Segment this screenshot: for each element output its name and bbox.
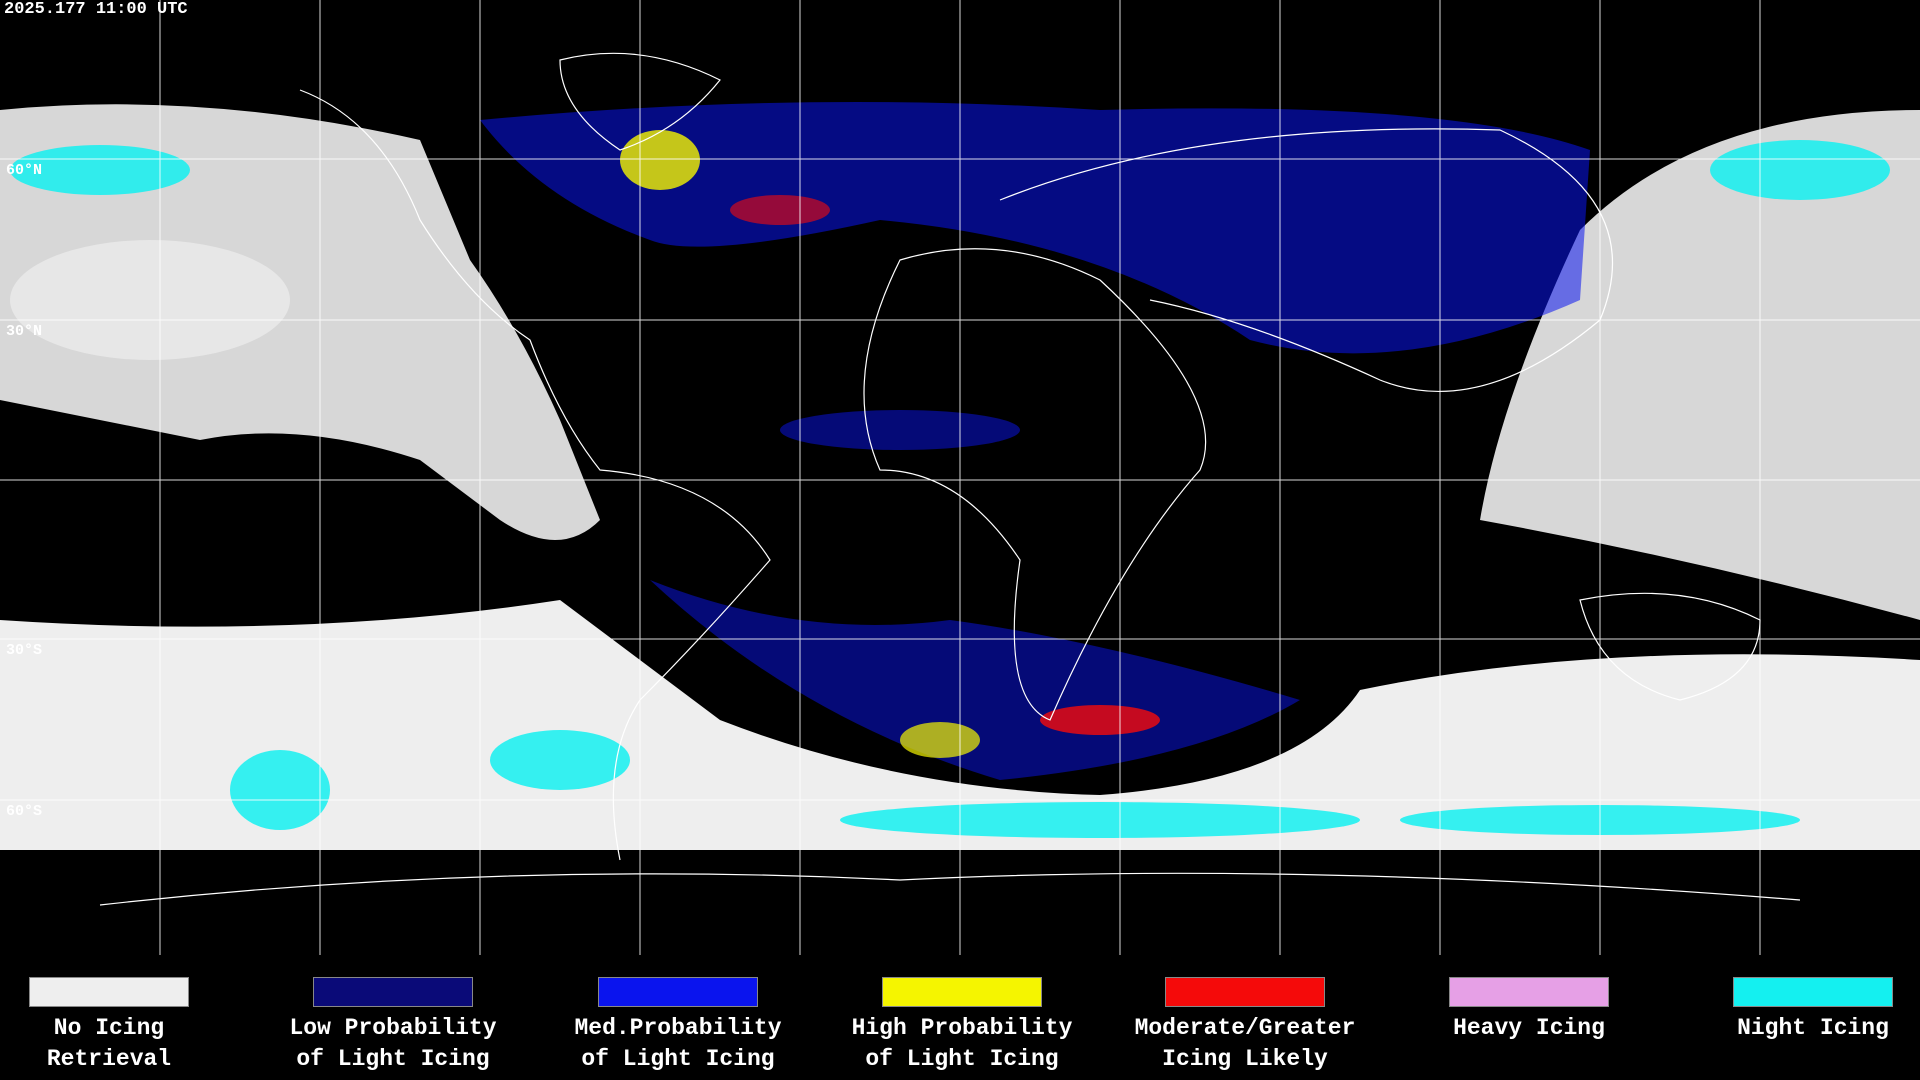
- legend-swatch: [1733, 977, 1893, 1007]
- legend-item: Moderate/Greater Icing Likely: [1135, 977, 1405, 1075]
- night-icing: [10, 140, 1890, 838]
- legend-label-line: Moderate/Greater: [1134, 1015, 1356, 1041]
- legend-label-line: Night Icing: [1737, 1015, 1889, 1041]
- latitude-label: 30°S: [6, 642, 43, 659]
- legend-label: Heavy Icing: [1409, 1013, 1649, 1044]
- legend-item: No Icing Retrieval: [29, 977, 269, 1075]
- legend-label: Low Probability of Light Icing: [273, 1013, 513, 1075]
- legend-item: Med.Probability of Light Icing: [574, 977, 838, 1075]
- legend-label-line: Med.Probability: [574, 1015, 782, 1041]
- legend-item: Low Probability of Light Icing: [289, 977, 553, 1075]
- timestamp: 2025.177 11:00 UTC: [4, 0, 188, 19]
- latitude-label: 60°S: [6, 803, 43, 820]
- legend-label-line: High Probability: [851, 1015, 1073, 1041]
- legend-swatch: [1165, 977, 1325, 1007]
- map: [0, 0, 1920, 955]
- legend-swatch: [313, 977, 473, 1007]
- legend-item: Night Icing: [1733, 977, 1920, 1044]
- latitude-label: 30°N: [6, 323, 43, 340]
- legend-label-line: Low Probability: [289, 1015, 497, 1041]
- legend-label-line: No Icing: [53, 1015, 165, 1041]
- legend-label-line: of Light Icing: [581, 1046, 775, 1072]
- legend-swatch: [882, 977, 1042, 1007]
- legend-label-line: of Light Icing: [296, 1046, 490, 1072]
- legend-swatch: [598, 977, 758, 1007]
- legend-label: High Probability of Light Icing: [842, 1013, 1082, 1075]
- legend-label-line: Icing Likely: [1162, 1046, 1328, 1072]
- legend-item: Heavy Icing: [1449, 977, 1689, 1044]
- latitude-label: 60°N: [6, 162, 43, 179]
- legend-label: Night Icing: [1693, 1013, 1920, 1044]
- graticule: [0, 0, 1920, 955]
- legend-label-line: Heavy Icing: [1453, 1015, 1605, 1041]
- legend-swatch: [1449, 977, 1609, 1007]
- legend-label: No Icing Retrieval: [0, 1013, 229, 1075]
- icing-areas: [480, 102, 1590, 780]
- legend-label-line: of Light Icing: [865, 1046, 1059, 1072]
- legend-item: High Probability of Light Icing: [852, 977, 1122, 1075]
- legend-label: Med.Probability of Light Icing: [558, 1013, 798, 1075]
- legend-label: Moderate/Greater Icing Likely: [1125, 1013, 1365, 1075]
- legend-label-line: Retrieval: [46, 1046, 172, 1072]
- legend-swatch: [29, 977, 189, 1007]
